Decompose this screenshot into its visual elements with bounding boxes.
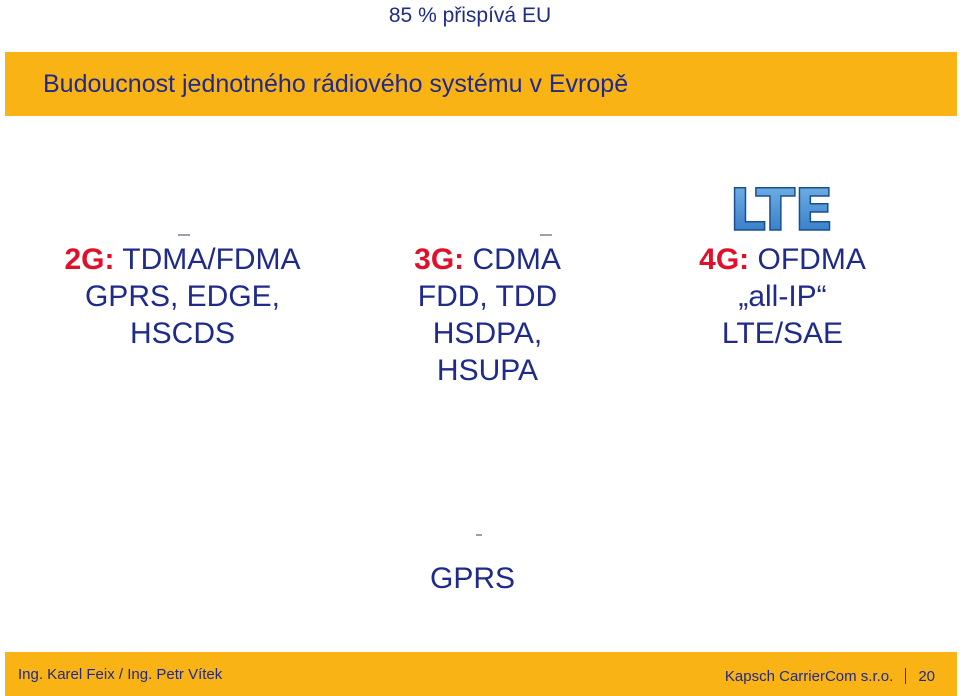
title-banner: Budoucnost jednotného rádiového systému …	[5, 52, 957, 116]
tick-mark	[178, 234, 190, 236]
column-3g-line: HSUPA	[436, 354, 539, 387]
column-2g-header: 2G: TDMA/FDMA	[40, 241, 325, 278]
footer-right: Kapsch CarrierCom s.r.o. 20	[725, 668, 935, 685]
column-3g: 3G: CDMA FDD, TDD HSDPA, HSUPA	[345, 241, 630, 389]
lte-logo: LTE	[728, 183, 834, 235]
gen-label: 4G:	[699, 243, 750, 276]
footer-authors: Ing. Karel Feix / Ing. Petr Vítek	[18, 666, 223, 683]
tick-mark	[540, 234, 552, 236]
footer-bar: Ing. Karel Feix / Ing. Petr Vítek Kapsch…	[5, 652, 957, 696]
footer-company: Kapsch CarrierCom s.r.o.	[724, 668, 894, 685]
lte-logo-text: LTE	[729, 183, 833, 235]
column-4g-header: 4G: OFDMA	[640, 241, 925, 278]
column-4g-line: „all-IP“	[738, 280, 827, 313]
column-4g-line: LTE/SAE	[721, 317, 844, 350]
footer-separator	[905, 668, 907, 684]
column-3g-line: HSDPA,	[432, 317, 543, 350]
column-3g-header: 3G: CDMA	[345, 241, 630, 278]
column-2g: 2G: TDMA/FDMA GPRS, EDGE, HSCDS	[40, 241, 325, 352]
slide-title: Budoucnost jednotného rádiového systému …	[43, 70, 629, 98]
gen-label: 3G:	[414, 243, 465, 276]
column-2g-line: HSCDS	[129, 317, 235, 350]
column-3g-line: FDD, TDD	[417, 280, 558, 313]
tick-mark	[476, 534, 482, 536]
gen-label: 2G:	[64, 243, 115, 276]
column-2g-line: GPRS, EDGE,	[84, 280, 281, 313]
gen-tech: CDMA	[464, 243, 561, 276]
gen-tech: TDMA/FDMA	[114, 243, 301, 276]
column-4g: 4G: OFDMA „all-IP“ LTE/SAE	[640, 241, 925, 352]
top-title: 85 % přispívá EU	[388, 4, 552, 27]
page-number: 20	[918, 668, 935, 685]
bottom-label: GPRS	[429, 562, 516, 595]
gen-tech: OFDMA	[749, 243, 866, 276]
